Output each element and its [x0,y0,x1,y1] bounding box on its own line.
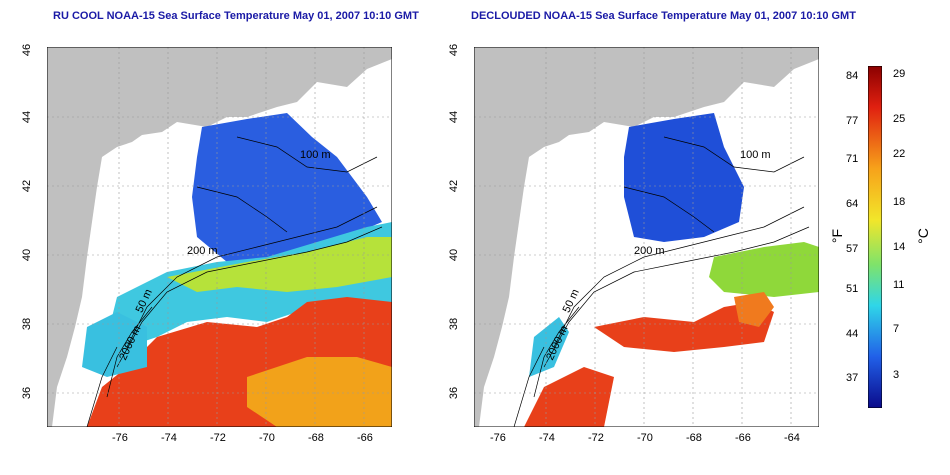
contour-label-100m: 100 m [740,149,771,161]
f-tick: 57 [846,243,859,255]
x-tick: -68 [308,432,324,444]
y-tick: 44 [21,110,34,124]
x-tick: -74 [539,432,555,444]
f-tick: 44 [846,328,859,340]
c-tick: 29 [893,68,906,80]
x-tick: -66 [357,432,373,444]
c-tick: 25 [893,113,906,125]
c-tick: 3 [893,369,900,381]
celsius-label: °C [914,228,931,244]
c-tick: 14 [893,241,906,253]
y-tick: 42 [21,179,34,193]
contour-label-200m: 200 m [187,245,218,257]
f-tick: 37 [846,372,859,384]
colorbar-gradient [868,66,882,408]
y-tick: 38 [21,317,34,331]
f-tick: 77 [846,115,859,127]
fahrenheit-label: °F [829,228,846,244]
y-tick: 36 [448,386,461,400]
x-tick: -68 [686,432,702,444]
x-tick: -76 [112,432,128,444]
contour-label-200m: 200 m [634,245,665,257]
right-map-title: DECLOUDED NOAA-15 Sea Surface Temperatur… [471,10,856,22]
x-tick: -72 [210,432,226,444]
y-tick: 46 [448,43,461,57]
c-tick: 18 [893,196,906,208]
y-tick: 38 [448,317,461,331]
y-tick: 46 [21,43,34,57]
x-tick: -76 [490,432,506,444]
right-sst-map: 100 m 200 m 2000 m 50 m [474,47,819,427]
f-tick: 71 [846,153,859,165]
x-tick: -70 [259,432,275,444]
y-tick: 42 [448,179,461,193]
x-tick: -74 [161,432,177,444]
x-tick: -66 [735,432,751,444]
c-tick: 22 [893,148,906,160]
c-tick: 11 [893,279,905,291]
y-tick: 40 [448,248,461,262]
y-tick: 44 [448,110,461,124]
f-tick: 51 [846,283,859,295]
f-tick: 84 [846,70,859,82]
y-tick: 36 [21,386,34,400]
f-tick: 64 [846,198,859,210]
left-map-title: RU COOL NOAA-15 Sea Surface Temperature … [53,10,419,22]
y-tick: 40 [21,248,34,262]
x-tick: -72 [588,432,604,444]
c-tick: 7 [893,323,900,335]
left-sst-map: 100 m 200 m 2000 m 50 m [47,47,392,427]
x-tick: -64 [784,432,800,444]
x-tick: -70 [637,432,653,444]
contour-label-100m: 100 m [300,149,331,161]
